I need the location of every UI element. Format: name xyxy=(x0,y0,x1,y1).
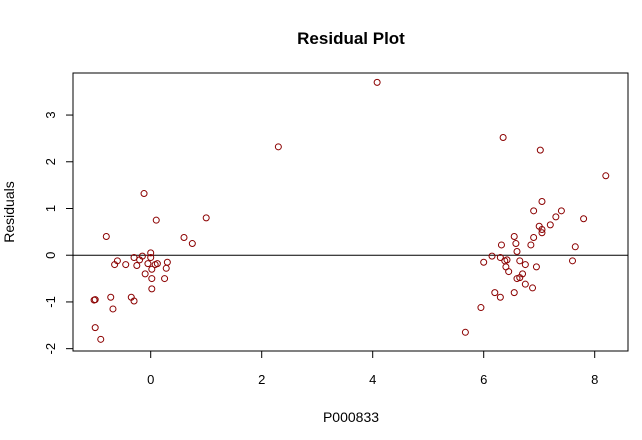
data-point xyxy=(580,215,588,223)
data-point xyxy=(496,254,504,262)
x-axis-label: P000833 xyxy=(323,409,379,425)
data-point xyxy=(505,268,513,276)
data-point xyxy=(512,240,520,248)
y-axis-label: Residuals xyxy=(1,181,17,242)
data-point xyxy=(496,293,504,301)
data-point xyxy=(161,275,169,283)
data-point xyxy=(153,260,161,268)
y-tick-label: 0 xyxy=(43,252,58,259)
data-point xyxy=(130,297,138,305)
y-tick-label: -1 xyxy=(43,296,58,308)
data-point xyxy=(546,221,554,229)
data-point xyxy=(521,280,529,288)
x-tick-label: 2 xyxy=(258,372,265,387)
data-point xyxy=(510,233,518,241)
data-point xyxy=(133,261,141,269)
data-point xyxy=(503,256,511,264)
data-points xyxy=(90,78,610,343)
data-point xyxy=(521,261,529,269)
x-axis: 0 2 4 6 8 xyxy=(147,350,598,387)
data-point xyxy=(102,233,110,241)
data-point xyxy=(148,275,156,283)
data-point xyxy=(532,263,540,271)
plot-frame xyxy=(72,72,629,352)
data-point xyxy=(557,207,565,215)
data-point xyxy=(148,285,156,293)
x-tick-label: 6 xyxy=(480,372,487,387)
data-point xyxy=(491,289,499,297)
data-point xyxy=(516,257,524,265)
data-point xyxy=(97,335,105,343)
data-point xyxy=(138,252,146,260)
data-point xyxy=(91,324,99,332)
data-point xyxy=(488,252,496,260)
data-point xyxy=(552,213,560,221)
chart-title: Residual Plot xyxy=(297,29,405,48)
y-axis: -2 -1 0 1 2 3 xyxy=(43,111,74,355)
data-point xyxy=(107,293,115,301)
data-point xyxy=(148,265,156,273)
data-point xyxy=(569,257,576,265)
data-point xyxy=(538,197,546,205)
data-point xyxy=(140,190,148,198)
data-point xyxy=(529,284,537,292)
data-point xyxy=(519,270,527,278)
data-point xyxy=(571,243,579,251)
y-tick-label: 3 xyxy=(43,111,58,118)
data-point xyxy=(510,289,518,297)
data-point xyxy=(373,78,381,86)
data-point xyxy=(513,247,521,255)
x-tick-label: 8 xyxy=(591,372,598,387)
data-point xyxy=(90,296,98,304)
data-point xyxy=(602,172,610,180)
data-point xyxy=(122,261,130,269)
data-point xyxy=(538,226,546,234)
data-point xyxy=(147,249,155,257)
y-tick-label: 2 xyxy=(43,158,58,165)
data-point xyxy=(180,233,188,241)
data-point xyxy=(536,146,544,154)
data-point xyxy=(162,264,170,272)
data-point xyxy=(538,229,546,237)
data-point xyxy=(144,260,152,268)
data-point xyxy=(274,143,282,151)
data-point xyxy=(499,133,507,141)
data-point xyxy=(497,241,505,249)
data-point xyxy=(461,328,469,336)
y-tick-label: 1 xyxy=(43,205,58,212)
data-point xyxy=(202,214,210,222)
x-tick-label: 4 xyxy=(369,372,376,387)
data-point xyxy=(163,258,171,266)
data-point xyxy=(147,254,155,262)
data-point xyxy=(480,258,488,266)
data-point xyxy=(109,305,117,313)
data-point xyxy=(530,207,538,215)
data-point xyxy=(152,216,160,224)
data-point xyxy=(530,233,538,241)
data-point xyxy=(188,240,196,248)
data-point xyxy=(141,270,149,278)
data-point xyxy=(477,304,485,312)
y-tick-label: -2 xyxy=(43,343,58,355)
x-tick-label: 0 xyxy=(147,372,154,387)
data-point xyxy=(113,257,121,265)
data-point xyxy=(527,241,535,249)
